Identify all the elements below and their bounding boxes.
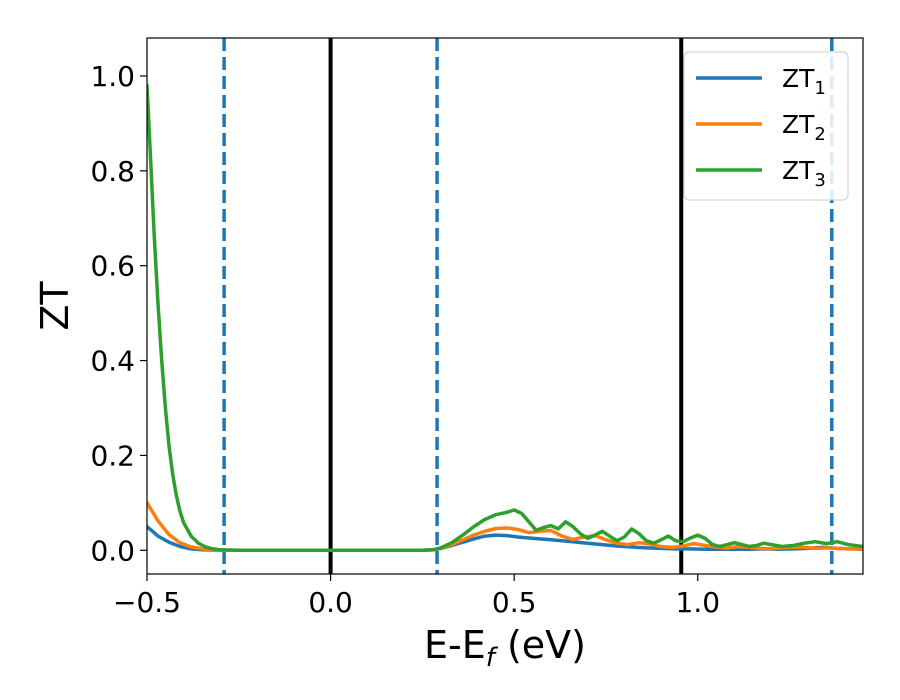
x-axis-ticks: −0.5 0.0 0.5 1.0 <box>113 574 720 619</box>
legend-box <box>683 51 849 201</box>
plot-frame <box>146 37 864 575</box>
x-axis-label: E-Ef (eV) <box>424 623 586 673</box>
y-tick-label: 0.0 <box>90 534 135 567</box>
legend-label-zt3: ZT3 <box>782 156 826 191</box>
x-tick-label: 1.0 <box>676 586 721 619</box>
x-tick-label: 0.5 <box>492 586 537 619</box>
y-axis-label: ZT <box>33 281 77 331</box>
series-line-zt2 <box>147 501 863 553</box>
x-tick-label: −0.5 <box>113 586 181 619</box>
y-tick-label: 1.0 <box>90 60 135 93</box>
x-axis-label-main: E-E <box>424 623 486 667</box>
y-tick-label: 0.6 <box>90 250 135 283</box>
y-tick-label: 0.4 <box>90 345 135 378</box>
legend-label-zt1: ZT1 <box>782 64 826 99</box>
data-series <box>147 83 863 553</box>
vertical-reference-lines <box>222 38 834 574</box>
y-axis-ticks: 0.0 0.2 0.4 0.6 0.8 1.0 <box>90 60 147 567</box>
x-axis-label-unit: (eV) <box>495 623 586 667</box>
legend: ZT1 ZT2 ZT3 <box>683 51 849 201</box>
y-tick-label: 0.8 <box>90 155 135 188</box>
legend-label-zt2: ZT2 <box>782 110 826 145</box>
x-tick-label: 0.0 <box>308 586 353 619</box>
y-tick-label: 0.2 <box>90 439 135 472</box>
series-line-zt3 <box>147 83 863 553</box>
